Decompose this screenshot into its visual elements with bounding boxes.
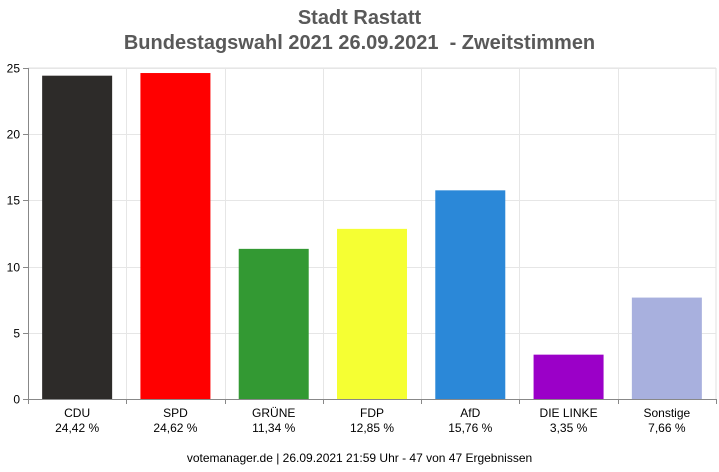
footer-source: votemanager.de | 26.09.2021 21:59 Uhr - … xyxy=(186,451,533,465)
y-tick-label: 0 xyxy=(13,393,20,407)
chart-title: Stadt Rastatt Bundestagswahl 2021 26.09.… xyxy=(0,6,719,56)
x-value-label: 15,76 % xyxy=(448,421,492,435)
x-category-label: GRÜNE xyxy=(252,406,295,420)
x-category-label: Sonstige xyxy=(644,406,691,420)
y-tick-label: 10 xyxy=(7,261,21,275)
bar-die-linke xyxy=(533,354,604,399)
x-category-label: DIE LINKE xyxy=(540,406,598,420)
x-value-label: 24,62 % xyxy=(153,421,197,435)
bar-spd xyxy=(140,73,211,400)
x-category-label: AfD xyxy=(460,406,480,420)
y-tick-label: 25 xyxy=(7,62,21,76)
chart-title-line2: Bundestagswahl 2021 26.09.2021 - Zweitst… xyxy=(123,32,596,54)
x-value-label: 11,34 % xyxy=(252,421,295,435)
chart-title-line1: Stadt Rastatt xyxy=(297,7,422,29)
bar-afd xyxy=(435,190,506,399)
x-value-label: 7,66 % xyxy=(648,421,686,435)
x-value-label: 3,35 % xyxy=(550,421,588,435)
bars xyxy=(42,73,702,400)
x-category-label: FDP xyxy=(360,406,384,420)
y-tick-label: 5 xyxy=(13,327,20,341)
x-value-label: 24,42 % xyxy=(55,421,99,435)
bar-grüne xyxy=(238,248,309,399)
bar-cdu xyxy=(42,75,113,399)
y-tick-label: 20 xyxy=(7,128,21,142)
y-tick-label: 15 xyxy=(7,194,21,208)
bar-sonstige xyxy=(631,297,702,399)
axes xyxy=(23,68,717,404)
x-value-label: 12,85 % xyxy=(350,421,394,435)
x-category-label: CDU xyxy=(64,406,90,420)
x-category-label: SPD xyxy=(163,406,188,420)
bar-fdp xyxy=(337,228,407,399)
